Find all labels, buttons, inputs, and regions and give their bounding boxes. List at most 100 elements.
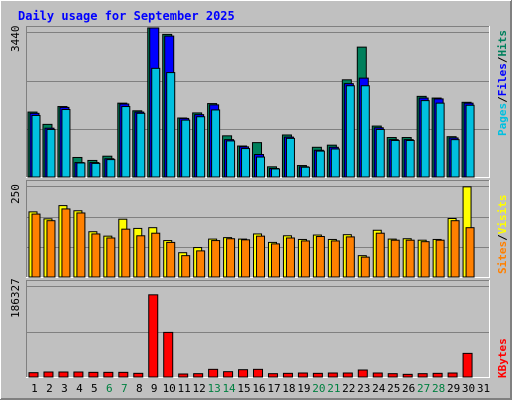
- sites-bar: [315, 236, 325, 278]
- sites-bar: [465, 227, 475, 278]
- sites-bar: [270, 243, 280, 278]
- sites-bar: [151, 232, 161, 278]
- day-label: 8: [136, 382, 143, 395]
- sites-bar: [360, 256, 370, 278]
- kbytes-bar: [238, 369, 249, 378]
- day-label: 10: [163, 382, 176, 395]
- legend-sites-text: Sites/Visits: [496, 195, 509, 275]
- kbytes-bar: [163, 331, 174, 378]
- hits-panel: [26, 26, 490, 178]
- day-label: 25: [387, 382, 400, 395]
- pages-bar: [360, 85, 370, 178]
- kbytes-bar: [88, 371, 99, 378]
- day-label: 26: [402, 382, 415, 395]
- pages-bar: [405, 140, 415, 178]
- legend-kbytes-text: KBytes: [496, 338, 509, 378]
- kbytes-bar: [148, 294, 159, 378]
- kbytes-bar: [372, 372, 383, 378]
- pages-bar: [435, 102, 445, 178]
- day-label: 23: [357, 382, 370, 395]
- chart-title: Daily usage for September 2025: [18, 9, 235, 23]
- kbytes-bar: [58, 371, 69, 378]
- sites-bar: [241, 239, 251, 278]
- day-label: 19: [297, 382, 310, 395]
- pages-bar: [330, 148, 340, 178]
- day-label: 29: [447, 382, 460, 395]
- pages-bar: [345, 85, 355, 178]
- sites-bar: [330, 240, 340, 278]
- day-label: 21: [327, 382, 340, 395]
- pages-bar: [196, 116, 206, 178]
- kbytes-panel: [26, 280, 490, 378]
- day-label: 11: [178, 382, 191, 395]
- kbytes-bar: [178, 373, 189, 378]
- sites-bar: [121, 228, 131, 278]
- pages-bar: [136, 112, 146, 178]
- kbytes-bar: [28, 372, 39, 378]
- pages-bar: [181, 119, 191, 178]
- sites-bar: [300, 240, 310, 278]
- sites-bar: [435, 239, 445, 278]
- day-label: 3: [61, 382, 68, 395]
- sites-bar: [61, 208, 71, 278]
- day-label: 18: [282, 382, 295, 395]
- sites-bar: [211, 240, 221, 278]
- sites-bar: [450, 220, 460, 278]
- sites-bar: [46, 220, 56, 278]
- day-label: 22: [342, 382, 355, 395]
- day-label: 7: [121, 382, 128, 395]
- kbytes-bar: [118, 371, 129, 378]
- day-label: 28: [432, 382, 445, 395]
- day-label: 17: [267, 382, 280, 395]
- kbytes-bar: [223, 371, 234, 378]
- day-label: 30: [462, 382, 475, 395]
- sites-bar: [256, 235, 266, 278]
- day-label: 27: [417, 382, 430, 395]
- pages-bar: [46, 128, 56, 178]
- day-label: 4: [76, 382, 83, 395]
- pages-bar: [256, 156, 266, 178]
- kbytes-bar: [208, 368, 219, 378]
- day-label: 9: [151, 382, 158, 395]
- sites-bar: [31, 213, 41, 278]
- pages-bar: [465, 104, 475, 178]
- kbytes-bar: [462, 352, 473, 378]
- kbytes-bar: [103, 371, 114, 378]
- kbytes-bar: [342, 372, 353, 378]
- sites-panel: [26, 180, 490, 278]
- sites-bar: [226, 238, 236, 278]
- kbytes-bar: [357, 369, 368, 378]
- sites-bar: [375, 232, 385, 278]
- kbytes-bar: [387, 373, 398, 378]
- pages-bar: [211, 109, 221, 178]
- kbytes-bar: [432, 372, 443, 378]
- pages-bar: [61, 109, 71, 178]
- sites-bar: [136, 235, 146, 278]
- pages-bar: [420, 100, 430, 178]
- day-label: 20: [312, 382, 325, 395]
- sites-bar: [76, 212, 86, 278]
- day-label: 13: [207, 382, 220, 395]
- day-label: 24: [372, 382, 386, 395]
- kbytes-bar: [267, 373, 278, 378]
- pages-bar: [300, 166, 310, 178]
- kbytes-axis-max-label: 186327: [9, 278, 22, 318]
- sites-bar: [106, 237, 116, 278]
- pages-bar: [121, 106, 131, 178]
- hits-axis-max-label: 3440: [9, 26, 22, 53]
- kbytes-bar: [297, 372, 308, 378]
- pages-bar: [315, 150, 325, 178]
- day-label: 15: [237, 382, 250, 395]
- sites-legend: Sites/Visits: [496, 195, 509, 275]
- pages-bar: [91, 162, 101, 178]
- kbytes-bar: [133, 372, 144, 378]
- kbytes-bar: [327, 372, 338, 378]
- sites-bar: [181, 255, 191, 278]
- pages-bar: [226, 140, 236, 178]
- day-label: 2: [46, 382, 53, 395]
- sites-bar: [390, 239, 400, 278]
- day-label: 16: [252, 382, 265, 395]
- kbytes-bar: [402, 373, 413, 378]
- day-label: 14: [222, 382, 236, 395]
